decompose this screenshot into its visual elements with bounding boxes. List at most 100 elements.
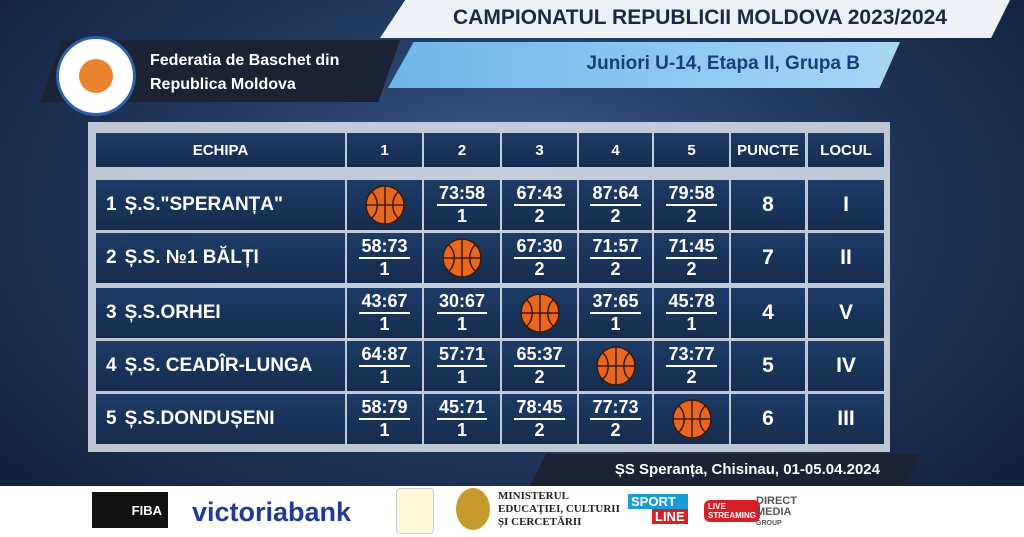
bank: victoriabank — [192, 497, 352, 527]
ministry-emblem — [456, 488, 490, 530]
team-name: Ș.S. №1 BĂLȚI — [124, 247, 259, 268]
score: 87:64 — [590, 183, 641, 206]
puncte: 8 — [731, 180, 805, 230]
logo — [56, 36, 136, 116]
result-cell: 73:77 2 — [654, 341, 729, 391]
score: 45:78 — [666, 291, 717, 314]
result-cell: 87:64 2 — [579, 180, 652, 230]
score: 43:67 — [359, 291, 410, 314]
points: 2 — [686, 259, 697, 279]
points: 1 — [456, 420, 467, 440]
score: 77:73 — [590, 397, 641, 420]
team-cell: 1 Ș.S."SPERANȚA" — [96, 180, 345, 230]
live: LIVE STREAMING — [704, 500, 760, 522]
header-cell: 1 — [347, 133, 422, 167]
points: 2 — [534, 206, 545, 226]
subtitle: Juniori U-14, Etapa II, Grupa B — [586, 53, 860, 74]
result-cell: 58:79 1 — [347, 394, 422, 444]
score: 79:58 — [666, 183, 717, 206]
puncte: 7 — [731, 233, 805, 283]
score: 37:65 — [590, 291, 641, 314]
points: 2 — [686, 367, 697, 387]
team-cell: 2 Ș.S. №1 BĂLȚI — [96, 233, 345, 283]
result-cell: 67:30 2 — [502, 233, 577, 283]
result-cell — [424, 233, 500, 283]
fed-line-1: Federatia de Baschet din — [150, 52, 340, 69]
header-cell: 3 — [502, 133, 577, 167]
points: 1 — [379, 420, 390, 440]
team-name: Ș.S."SPERANȚA" — [124, 194, 284, 215]
fed-line-2: Republica Moldova — [150, 76, 296, 93]
rank: 4 — [106, 355, 117, 376]
result-cell — [502, 288, 577, 338]
points: 2 — [610, 420, 621, 440]
logo-ball — [79, 59, 113, 93]
live-2: STREAMING — [708, 511, 756, 520]
result-cell: 78:45 2 — [502, 394, 577, 444]
result-cell: 67:43 2 — [502, 180, 577, 230]
header-cell: PUNCTE — [731, 133, 805, 167]
ball — [595, 346, 636, 386]
score: 64:87 — [359, 344, 410, 367]
puncte: 4 — [731, 288, 805, 338]
ball — [442, 238, 482, 278]
live-1: LIVE — [708, 502, 726, 511]
score: 73:77 — [666, 344, 717, 367]
score: 67:43 — [514, 183, 565, 206]
ball — [519, 293, 560, 333]
result-cell: 45:78 1 — [654, 288, 729, 338]
result-cell: 79:58 2 — [654, 180, 729, 230]
energy-logo — [396, 488, 434, 534]
rank: 3 — [106, 302, 117, 323]
locul: II — [808, 233, 884, 283]
ministry-line: EDUCAȚIEI, CULTURII — [498, 503, 620, 515]
puncte: 6 — [731, 394, 805, 444]
score: 58:73 — [359, 236, 410, 259]
points: 2 — [534, 420, 545, 440]
header-cell: 5 — [654, 133, 729, 167]
team-cell: 3 Ș.S.ORHEI — [96, 288, 345, 338]
locul: IV — [808, 341, 884, 391]
puncte: 5 — [731, 341, 805, 391]
score: 58:79 — [359, 397, 410, 420]
points: 1 — [379, 259, 390, 279]
score: 30:67 — [436, 291, 488, 314]
ball — [671, 399, 712, 439]
score: 67:30 — [514, 236, 565, 259]
points: 2 — [610, 259, 621, 279]
result-cell: 37:65 1 — [579, 288, 652, 338]
sport-2: LINE — [652, 509, 688, 524]
result-cell — [347, 180, 422, 230]
fiba: FIBA — [92, 492, 168, 528]
result-cell: 77:73 2 — [579, 394, 652, 444]
team-cell: 4 Ș.S. CEADÎR-LUNGA — [96, 341, 345, 391]
result-cell: 65:37 2 — [502, 341, 577, 391]
points: 1 — [456, 314, 467, 334]
rank: 2 — [106, 247, 117, 268]
result-cell: 57:71 1 — [424, 341, 500, 391]
score: 71:57 — [590, 236, 641, 259]
sport-1: SPORT — [628, 494, 688, 509]
result-cell: 45:71 1 — [424, 394, 500, 444]
header-cell: ECHIPA — [96, 133, 345, 167]
result-cell: 30:67 1 — [424, 288, 500, 338]
rank: 1 — [106, 194, 117, 215]
score: 73:58 — [436, 183, 488, 206]
fiba-text: FIBA — [131, 502, 162, 518]
result-cell: 73:58 1 — [424, 180, 500, 230]
score: 65:37 — [514, 344, 565, 367]
media-3: GROUP — [756, 520, 782, 527]
score: 57:71 — [436, 344, 488, 367]
result-cell: 64:87 1 — [347, 341, 422, 391]
media-1: DIRECT — [756, 495, 797, 507]
subtitle-banner — [388, 42, 900, 88]
score: 45:71 — [436, 397, 488, 420]
result-cell: 58:73 1 — [347, 233, 422, 283]
team-name: Ș.S. CEADÎR-LUNGA — [124, 355, 313, 376]
result-cell — [579, 341, 652, 391]
result-cell: 43:67 1 — [347, 288, 422, 338]
title-banner — [380, 0, 1010, 38]
header-cell: 2 — [424, 133, 500, 167]
points: 2 — [534, 259, 545, 279]
